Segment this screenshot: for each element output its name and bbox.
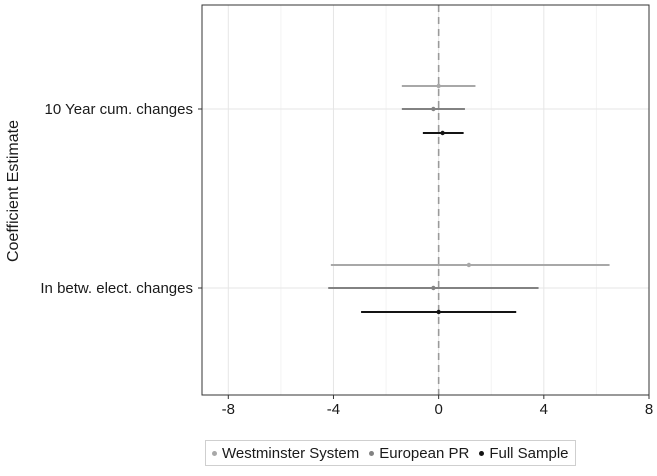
legend-key-dot: [479, 450, 485, 456]
y-tick-label: 10 Year cum. changes: [45, 101, 193, 118]
plot-panel-border: [201, 4, 650, 396]
legend-label: Full Sample: [489, 444, 569, 462]
point-estimate: [431, 106, 436, 112]
point-estimate: [431, 285, 436, 291]
legend-item: Full Sample: [477, 444, 569, 462]
x-tick-label: -8: [222, 401, 235, 418]
grid-layer: [202, 5, 650, 395]
point-estimate: [436, 83, 441, 89]
point-estimate: [466, 262, 472, 268]
ticks-layer: -8 -4 0 4 8 10 Year cum. changes In betw. elec…: [40, 101, 653, 418]
y-axis-title: Coefficient Estimate: [5, 120, 22, 262]
point-estimate: [440, 130, 445, 136]
x-tick-label: 4: [540, 401, 548, 418]
legend-label: European PR: [379, 444, 470, 462]
x-tick-label: 8: [645, 401, 653, 418]
legend-item: European PR: [367, 445, 469, 462]
y-tick-label: In betw. elect. changes: [40, 280, 193, 297]
point-estimate: [436, 309, 441, 315]
legend-label: Westminster System: [222, 444, 360, 462]
legend-item: Westminster System: [210, 445, 359, 462]
marks-layer: [328, 5, 610, 395]
legend-key-dot: [212, 450, 217, 456]
legend-key-dot: [369, 450, 375, 456]
x-tick-label: -4: [327, 401, 340, 418]
x-tick-label: 0: [434, 401, 442, 418]
legend: Westminster System European PR Full Sample: [205, 440, 576, 466]
